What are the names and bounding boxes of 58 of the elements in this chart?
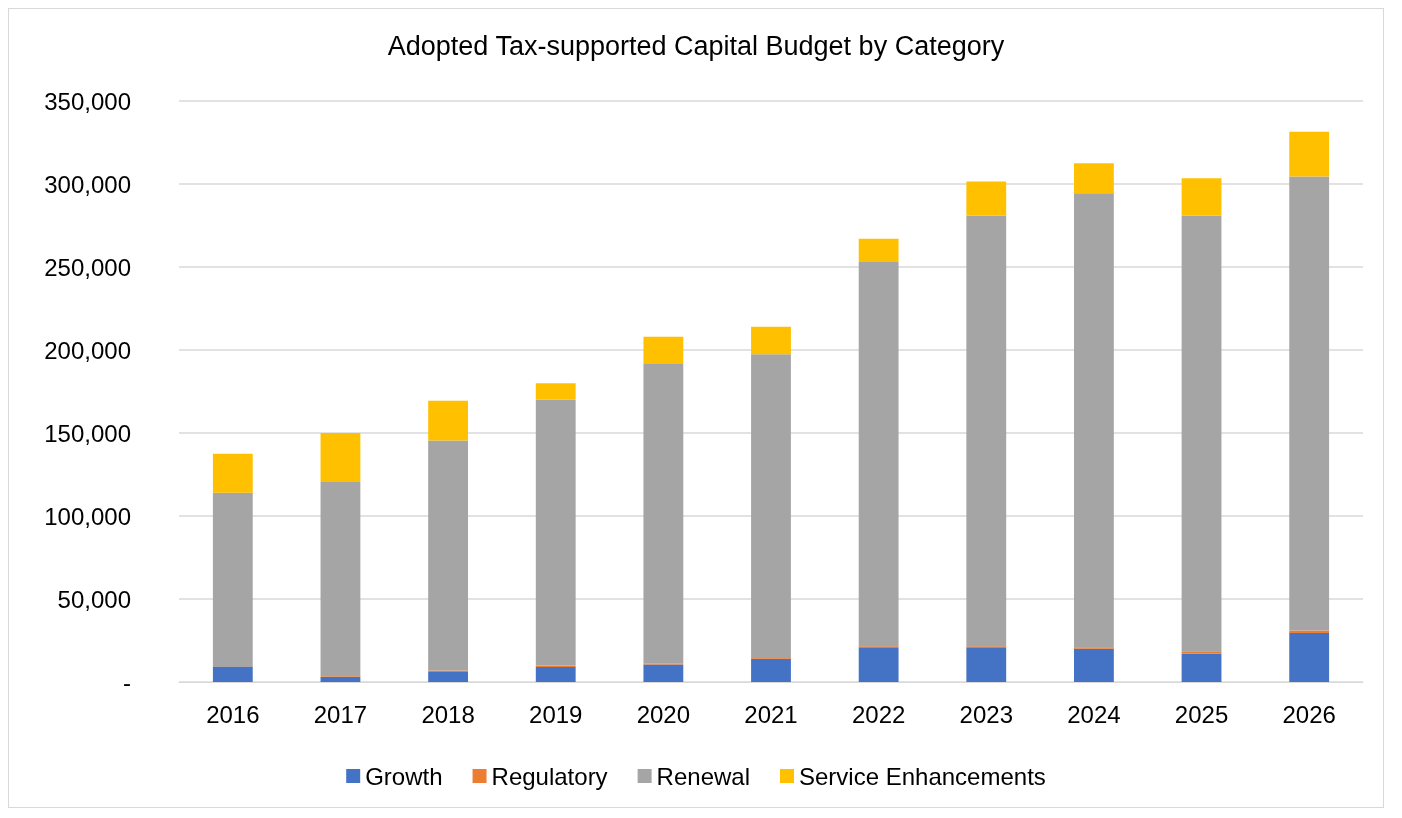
- bar: [1181, 178, 1222, 216]
- y-tick-label: 50,000: [57, 585, 131, 613]
- y-tick-label: 150,000: [44, 419, 131, 447]
- bar: [1074, 163, 1114, 194]
- bar: [428, 672, 468, 682]
- y-tick-label: 200,000: [44, 336, 131, 364]
- legend-label: Growth: [365, 762, 443, 790]
- bar: [535, 667, 576, 682]
- bar: [858, 262, 899, 647]
- bar: [320, 677, 361, 682]
- x-tick-label: 2023: [959, 700, 1013, 728]
- bar: [1074, 648, 1114, 682]
- bar: [320, 481, 361, 677]
- chart-title: Adopted Tax-supported Capital Budget by Category: [387, 30, 1005, 61]
- x-tick-label: 2017: [313, 700, 368, 728]
- bar: [966, 647, 1007, 682]
- bar: [1074, 193, 1114, 648]
- bar: [535, 399, 576, 666]
- x-tick-label: 2026: [1282, 700, 1336, 728]
- bar: [643, 664, 684, 682]
- bar: [1289, 633, 1330, 682]
- bar: [751, 354, 791, 658]
- bar: [212, 492, 253, 668]
- x-tick-label: 2025: [1174, 700, 1229, 728]
- bar: [1181, 651, 1222, 654]
- bar: [966, 181, 1007, 216]
- legend-label: Regulatory: [491, 762, 608, 790]
- bar: [320, 433, 361, 482]
- bar: [751, 658, 791, 682]
- bar: [428, 440, 468, 671]
- x-tick-label: 2024: [1067, 700, 1121, 728]
- x-tick-label: 2020: [636, 700, 691, 728]
- bar: [428, 400, 468, 441]
- bar: [1181, 653, 1222, 682]
- bar: [643, 364, 684, 664]
- bar: [212, 453, 253, 493]
- x-tick-label: 2019: [529, 700, 583, 728]
- x-tick-label: 2021: [744, 700, 798, 728]
- bar: [212, 667, 253, 682]
- y-tick-label: -: [123, 668, 131, 696]
- y-tick-label: 300,000: [44, 170, 131, 198]
- x-tick-label: 2018: [421, 700, 475, 728]
- x-tick-label: 2016: [206, 700, 260, 728]
- y-tick-label: 100,000: [44, 502, 131, 530]
- bar: [751, 326, 791, 355]
- bar: [535, 383, 576, 400]
- bar: [1289, 131, 1330, 177]
- bar: [858, 238, 899, 263]
- bar: [966, 215, 1007, 647]
- y-tick-label: 250,000: [44, 253, 131, 281]
- bar: [643, 336, 684, 365]
- bar: [1289, 176, 1330, 631]
- bar: [858, 647, 899, 682]
- legend-label: Service Enhancements: [799, 762, 1046, 790]
- y-tick-label: 350,000: [44, 87, 131, 115]
- legend-label: Renewal: [656, 762, 751, 790]
- bar: [1181, 215, 1222, 652]
- x-tick-label: 2022: [851, 700, 906, 728]
